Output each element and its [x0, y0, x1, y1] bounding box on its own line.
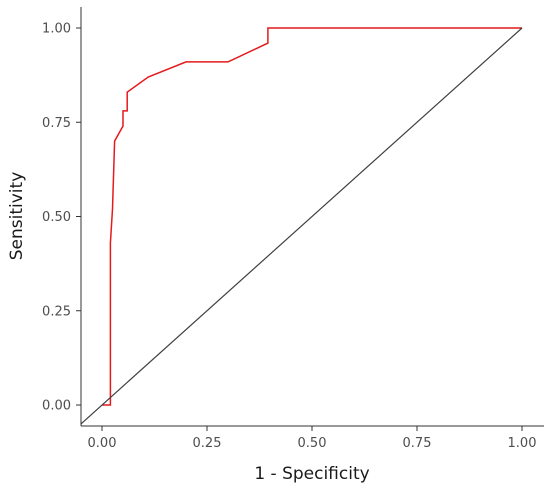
x-tick-label: 0.25: [193, 436, 222, 451]
y-tick-label: 1.00: [42, 22, 71, 37]
roc-curve-line: [102, 27, 522, 406]
y-tick-label: 0.75: [42, 116, 71, 131]
plot-area: [80, 27, 523, 425]
y-axis-title: Sensitivity: [7, 172, 27, 261]
reference-diagonal-line: [80, 27, 523, 425]
y-axis-ticks: 0.00 0.25 0.50 0.75 1.00: [42, 22, 81, 414]
x-tick-label: 0.50: [298, 436, 327, 451]
x-tick-label: 0.75: [403, 436, 432, 451]
x-tick-label: 1.00: [508, 436, 537, 451]
x-tick-label: 0.00: [88, 436, 117, 451]
y-tick-label: 0.50: [42, 210, 71, 225]
x-axis-ticks: 0.00 0.25 0.50 0.75 1.00: [88, 426, 537, 451]
y-tick-label: 0.25: [42, 304, 71, 319]
x-axis-title: 1 - Specificity: [254, 464, 369, 484]
y-tick-label: 0.00: [42, 399, 71, 414]
